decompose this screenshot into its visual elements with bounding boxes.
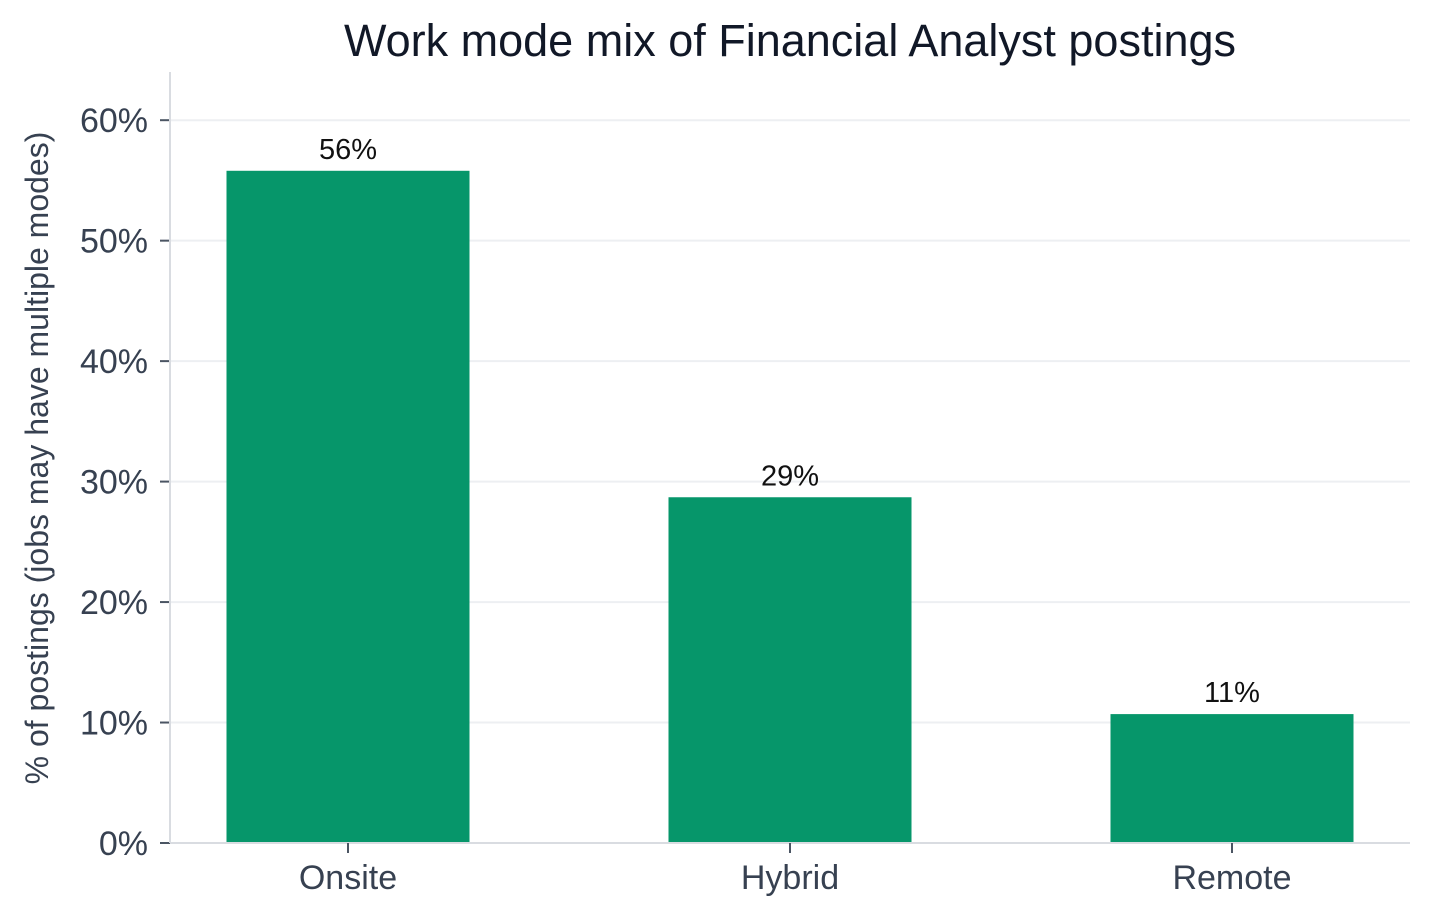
y-axis-label: % of postings (jobs may have multiple mo… — [19, 132, 55, 785]
chart-title: Work mode mix of Financial Analyst posti… — [344, 15, 1236, 66]
y-tick-label: 10% — [80, 705, 148, 743]
y-tick-label: 0% — [99, 825, 148, 863]
bar-hybrid — [668, 497, 912, 843]
bar-onsite — [226, 170, 470, 844]
data-label: 29% — [761, 460, 819, 492]
x-tick-label: Remote — [1172, 859, 1291, 897]
axes-layer — [160, 72, 1410, 853]
bars-layer — [226, 170, 1354, 844]
data-label: 11% — [1204, 677, 1260, 709]
bar-remote — [1110, 714, 1354, 843]
y-tick-label: 30% — [80, 464, 148, 502]
y-tick-label: 60% — [80, 102, 148, 140]
y-tick-label: 40% — [80, 343, 148, 381]
labels-layer: 0% 10% 20% 30% 40% 50% 60% 56% Onsite 29% Hybrid 11… — [80, 102, 1292, 897]
y-tick-label: 50% — [80, 223, 148, 261]
y-tick-label: 20% — [80, 584, 148, 622]
data-label: 56% — [319, 134, 377, 166]
x-tick-label: Hybrid — [741, 859, 839, 897]
x-tick-label: Onsite — [299, 859, 397, 897]
